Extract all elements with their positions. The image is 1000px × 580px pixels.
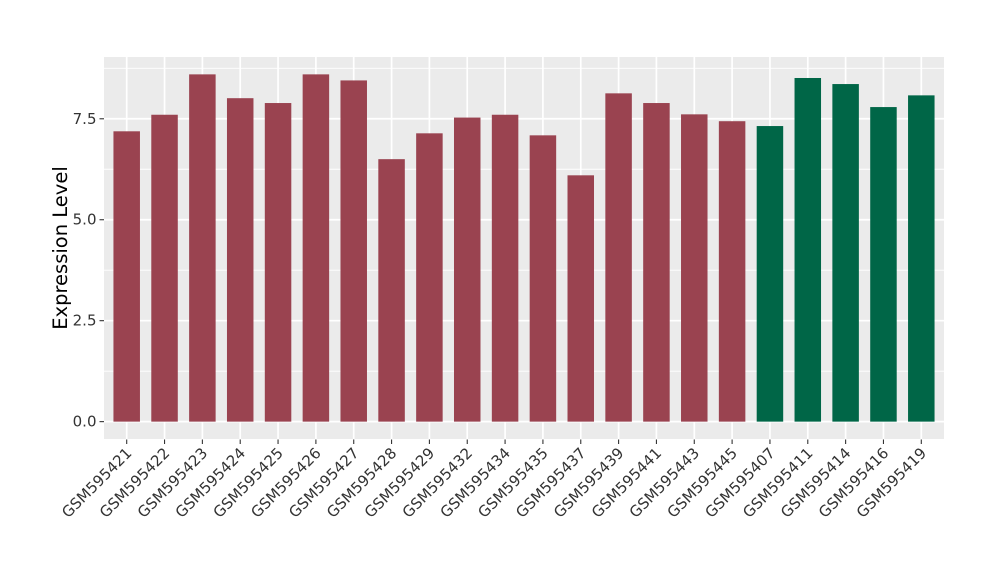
- bar-GSM595432: [453, 117, 481, 422]
- bars: [113, 74, 935, 422]
- bar-GSM595441: [643, 103, 670, 422]
- bar-GSM595434: [491, 114, 519, 422]
- bar-GSM595411: [794, 77, 822, 422]
- y-tick-label: 7.5: [73, 110, 97, 128]
- bar-GSM595416: [870, 107, 897, 422]
- bar-GSM595422: [151, 114, 178, 422]
- bar-GSM595437: [567, 175, 595, 422]
- bar-GSM595428: [378, 159, 405, 422]
- bar-GSM595443: [681, 114, 708, 422]
- bar-GSM595424: [226, 98, 254, 422]
- bar-GSM595419: [908, 95, 935, 422]
- bar-GSM595435: [529, 135, 557, 422]
- bar-GSM595423: [189, 74, 216, 422]
- y-axis-title: Expression Level: [49, 166, 72, 330]
- y-tick-label: 2.5: [73, 312, 97, 330]
- bar-GSM595426: [302, 74, 330, 422]
- bar-GSM595439: [605, 93, 632, 422]
- bar-GSM595429: [416, 133, 443, 422]
- bar-GSM595425: [264, 103, 292, 422]
- y-tick-label: 5.0: [73, 211, 97, 229]
- bar-GSM595407: [756, 126, 784, 422]
- bar-GSM595445: [718, 121, 746, 422]
- bar-GSM595414: [832, 84, 859, 422]
- y-tick-label: 0.0: [73, 413, 97, 431]
- bar-GSM595427: [340, 80, 367, 422]
- bar-GSM595421: [113, 131, 140, 422]
